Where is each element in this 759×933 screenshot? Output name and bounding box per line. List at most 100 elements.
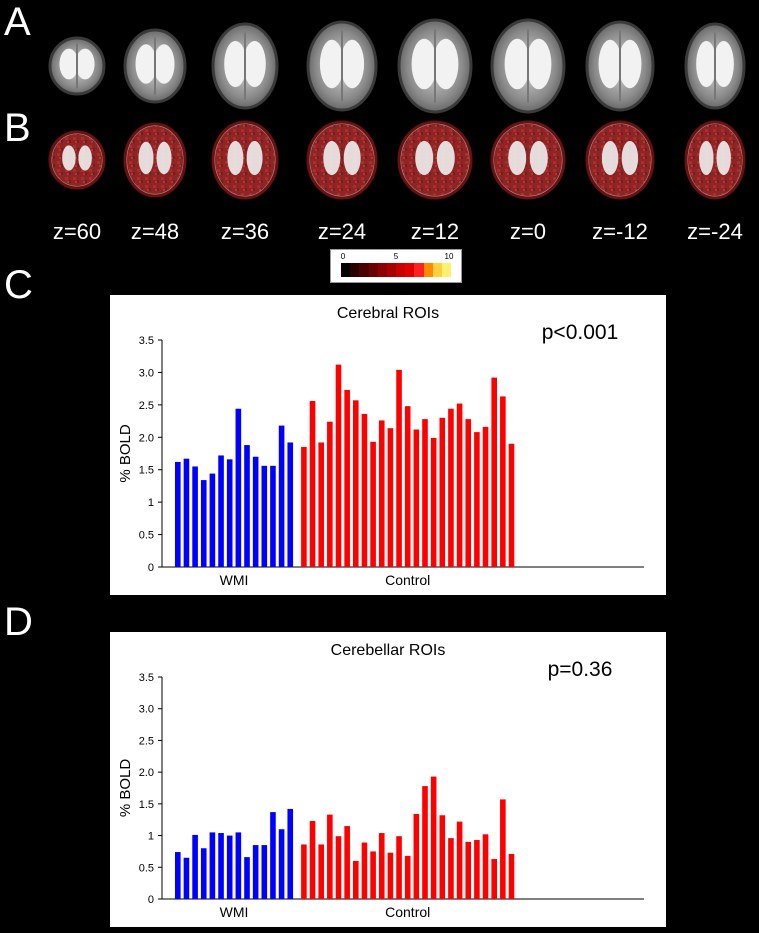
activation-slice [306,120,378,200]
control-bar [439,417,446,567]
control-bar [396,369,402,567]
wmi-bar [192,466,198,567]
z-slice-label: z=60 [52,219,102,244]
y-tick-label: 0 [148,562,154,574]
control-bar [474,432,480,567]
control-bar [508,853,515,899]
color-scale-swatch [396,263,406,277]
color-scale-swatch [432,263,442,277]
cerebellar-rois-chart: Cerebellar ROIs p=0.36 % BOLD 0 0.5 1 1.5 2.0 2.… [110,632,666,927]
control-bar [318,844,324,899]
control-bar [344,826,350,899]
wmi-bar [192,834,198,899]
control-bar [309,400,316,567]
y-tick-label: 2.0 [139,432,154,444]
group-label-control: Control [385,572,430,588]
wmi-bar [261,465,268,567]
wmi-bar [252,845,259,899]
z-slice-label: z=-12 [592,219,648,244]
y-tick-label: 1.5 [139,799,154,811]
wmi-bar [200,848,207,899]
cerebral-rois-plot: Cerebral ROIs p<0.001 % BOLD 0 0.5 1 1.5 2.0 2.5… [117,305,644,588]
wmi-bar [270,812,276,899]
control-bar [327,421,333,567]
control-bar [361,842,368,899]
y-tick-label: 3.0 [139,367,154,379]
control-bar [404,855,411,899]
z-slice-label: z=12 [410,219,460,244]
group-label-control: Control [385,904,430,920]
anatomical-slice [123,28,187,104]
control-bar [430,437,437,567]
anatomical-slice [48,36,106,96]
y-tick-label: 2.5 [139,400,154,412]
control-bar [387,428,394,567]
panel-label-a: A [4,0,31,44]
control-bar [361,413,368,567]
wmi-bar [226,459,233,567]
chart-title: Cerebellar ROIs [331,642,446,659]
y-tick-label: 1 [148,831,154,843]
color-scale-tick-0: 0 [340,252,346,261]
color-scale-swatch [359,263,369,277]
color-scale-swatch [377,263,387,277]
color-scale-swatch [350,263,360,277]
wmi-bar [270,465,276,567]
cerebral-rois-chart: Cerebral ROIs p<0.001 % BOLD 0 0.5 1 1.5 2.0 2.5… [110,295,666,595]
activation-slice [123,122,187,198]
y-tick-label: 0.5 [139,862,154,874]
color-scale-swatch [441,263,452,277]
control-bar [482,426,489,567]
y-tick-label: 1 [148,497,154,509]
z-slice-label: z=24 [317,219,367,244]
wmi-bar [278,829,285,899]
wmi-bar [218,833,224,899]
control-bar [344,389,350,567]
control-bar [508,443,515,567]
control-bar [448,408,454,567]
color-scale-swatch [423,263,433,277]
wmi-bar [226,835,233,899]
control-bar [387,852,394,899]
brain-slice-images [48,18,746,200]
control-bar [500,799,506,899]
y-tick-label: 2.5 [139,735,154,747]
activation-slices-row [48,120,746,200]
wmi-bar [175,852,181,899]
y-tick-label: 3.5 [139,672,154,684]
anatomical-slice [684,22,746,110]
control-bar [353,860,359,899]
control-bar [482,834,489,899]
control-bar [353,400,359,567]
color-scale-tick-10: 10 [444,252,454,261]
z-slice-label: z=48 [130,219,180,244]
color-scale-tick-5: 5 [393,252,399,261]
panel-label-c: C [4,263,33,307]
chart-title: Cerebral ROIs [337,305,439,322]
control-bar [474,840,480,899]
panel-label-b: B [4,106,31,150]
activation-slice [684,120,746,200]
wmi-bar [244,857,250,899]
y-tick-label: 0.5 [139,530,154,542]
control-bar [327,814,333,899]
wmi-bar [252,456,259,567]
control-bar [430,776,437,899]
wmi-bar [278,425,285,567]
panel-label-d: D [4,600,33,644]
color-scale-swatch [368,263,378,277]
z-slice-label: z=36 [220,219,270,244]
control-bar [301,844,307,899]
control-bar [413,814,420,899]
control-bar [422,786,428,899]
wmi-bar [209,832,216,899]
z-slice-label: z=0 [509,219,547,244]
activation-slice [397,120,473,200]
wmi-bar [287,808,294,899]
wmi-bar [183,458,190,567]
p-value-annotation: p=0.36 [548,658,613,681]
control-bar [378,420,385,567]
control-bar [370,851,376,899]
color-scale-swatch [405,263,415,277]
color-scale-swatch [414,263,424,277]
